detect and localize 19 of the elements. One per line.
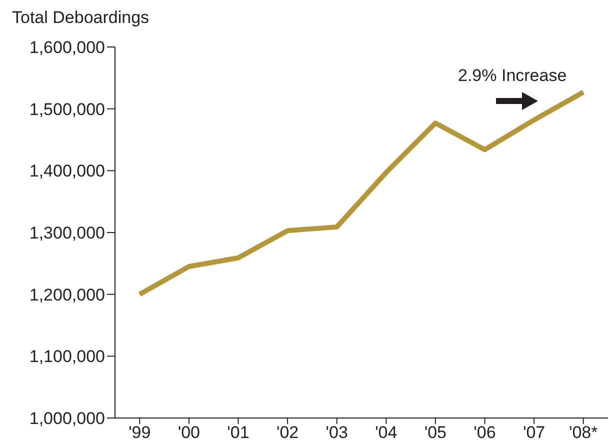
x-tick-label: '99 <box>128 423 151 442</box>
x-tick-label: '00 <box>178 423 200 442</box>
x-tick-label: '01 <box>227 423 250 442</box>
x-tick-label: '08* <box>568 423 598 442</box>
y-tick-label: 1,100,000 <box>29 347 105 366</box>
annotation: 2.9% Increase <box>458 66 567 86</box>
y-tick-label: 1,400,000 <box>29 162 105 181</box>
y-tick-label: 1,200,000 <box>29 285 105 304</box>
x-tick-label: '02 <box>276 423 299 442</box>
y-axis-title: Total Deboardings <box>12 8 150 28</box>
y-tick-label: 1,600,000 <box>29 38 105 58</box>
x-tick-label: '07 <box>522 423 546 442</box>
y-tick-label: 1,000,000 <box>29 409 105 428</box>
x-tick-label: '03 <box>326 423 348 442</box>
x-tick-label: '04 <box>375 423 398 442</box>
y-tick-label: 1,300,000 <box>29 224 105 243</box>
x-tick-label: '05 <box>424 423 447 442</box>
x-tick-label: '06 <box>474 423 496 442</box>
y-tick-label: 1,500,000 <box>29 100 105 119</box>
